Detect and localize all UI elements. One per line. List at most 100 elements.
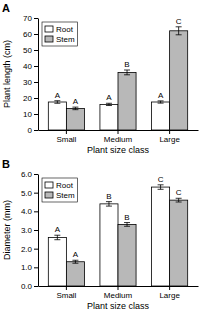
y-tick: 4.0 [21,207,38,216]
legend: RootStem [42,22,78,46]
plot-area: 010203040506070SmallMediumLargeAAAABCPla… [2,14,199,155]
x-axis-title: Plant size class [87,301,150,311]
x-tick: Medium [104,286,133,300]
y-tick: 30 [23,78,38,87]
tick-label: 70 [23,14,32,23]
tick-mark [169,286,170,290]
error-bar [124,70,130,75]
error-bar [72,260,78,263]
legend-label: Stem [56,191,75,200]
bar-letter: C [158,175,164,184]
legend-frame [42,178,78,202]
chart-svg: 010203040506070SmallMediumLargeAAAABCPla… [0,0,204,312]
error-bar [124,223,130,227]
tick-mark [34,34,38,35]
error-bar [54,101,60,104]
bar-letter: A [73,250,79,259]
bar [48,102,66,130]
bar [100,204,118,286]
legend-label: Root [56,181,74,190]
legend-swatch [45,26,53,32]
y-tick: 10 [23,110,38,119]
bar [152,187,170,286]
error-bar [176,198,182,202]
tick-mark [34,174,38,175]
panel-title: A [2,2,10,14]
tick-mark [34,193,38,194]
tick-label: 1.0 [21,263,33,272]
x-tick: Small [56,286,76,300]
y-tick: 5.0 [21,189,38,198]
legend-swatch [45,36,53,42]
tick-label: Small [56,135,76,144]
bar-letter: A [73,97,79,106]
x-axis: Small Medium Large [39,286,199,300]
legend-item: Stem [45,35,75,44]
tick-mark [34,267,38,268]
axis-line [38,175,39,287]
panel: 010203040506070SmallMediumLargeAAAABCPla… [2,2,199,155]
y-tick: 60 [23,30,38,39]
tick-label: 4.0 [21,207,33,216]
y-tick: 0 [28,126,38,135]
x-axis: Small Medium Large [39,130,199,144]
y-tick: 40 [23,62,38,71]
bar-letter: A [55,225,61,234]
tick-label: 2.0 [21,245,33,254]
tick-mark [66,130,67,134]
marks [48,27,187,130]
axis-line [38,19,39,131]
legend-swatch [45,182,53,188]
legend-swatch [45,192,53,198]
x-tick: Large [159,286,180,300]
y-tick: 3.0 [21,226,38,235]
legend-label: Stem [56,35,75,44]
bar-letter: A [158,91,164,100]
error-bar [176,27,182,35]
bar-letter: A [55,91,61,100]
tick-mark [34,230,38,231]
tick-mark [34,98,38,99]
tick-mark [34,249,38,250]
bar-letter: A [106,93,112,102]
bar [48,237,66,286]
tick-mark [34,211,38,212]
tick-mark [34,82,38,83]
tick-label: Large [159,135,180,144]
chart-container: 010203040506070SmallMediumLargeAAAABCPla… [0,0,204,312]
bar [66,262,84,286]
error-bar [72,107,78,110]
error-bar [158,185,164,189]
tick-label: 40 [23,62,32,71]
tick-label: Medium [104,135,133,144]
y-tick: 6.0 [21,170,38,179]
tick-label: 50 [23,46,32,55]
tick-mark [34,66,38,67]
bar [66,108,84,130]
bar [170,200,188,286]
y-tick: 70 [23,14,38,23]
panel: 0.0 1.0 2.0 3.0 4.0 5.0 6.0 Small Medium Large A B C… [2,158,199,311]
x-tick: Large [159,130,180,144]
x-tick: Medium [104,130,133,144]
y-tick: 50 [23,46,38,55]
y-tick: 2.0 [21,245,38,254]
y-tick: 0.0 [21,282,38,291]
legend-item: Root [45,181,74,190]
tick-mark [118,286,119,290]
y-axis: 010203040506070 [23,14,38,135]
error-bar [158,101,164,103]
tick-mark [34,50,38,51]
bar-letter: B [124,213,129,222]
y-tick: 1.0 [21,263,38,272]
tick-mark [66,286,67,290]
tick-mark [118,130,119,134]
legend-item: Stem [45,191,75,200]
x-tick: Small [56,130,76,144]
bar [100,104,118,130]
tick-label: 3.0 [21,226,33,235]
tick-label: 0 [28,126,33,135]
y-axis: 0.0 1.0 2.0 3.0 4.0 5.0 6.0 [21,170,39,291]
tick-mark [169,130,170,134]
y-axis-title: Plant length (cm) [2,40,12,108]
